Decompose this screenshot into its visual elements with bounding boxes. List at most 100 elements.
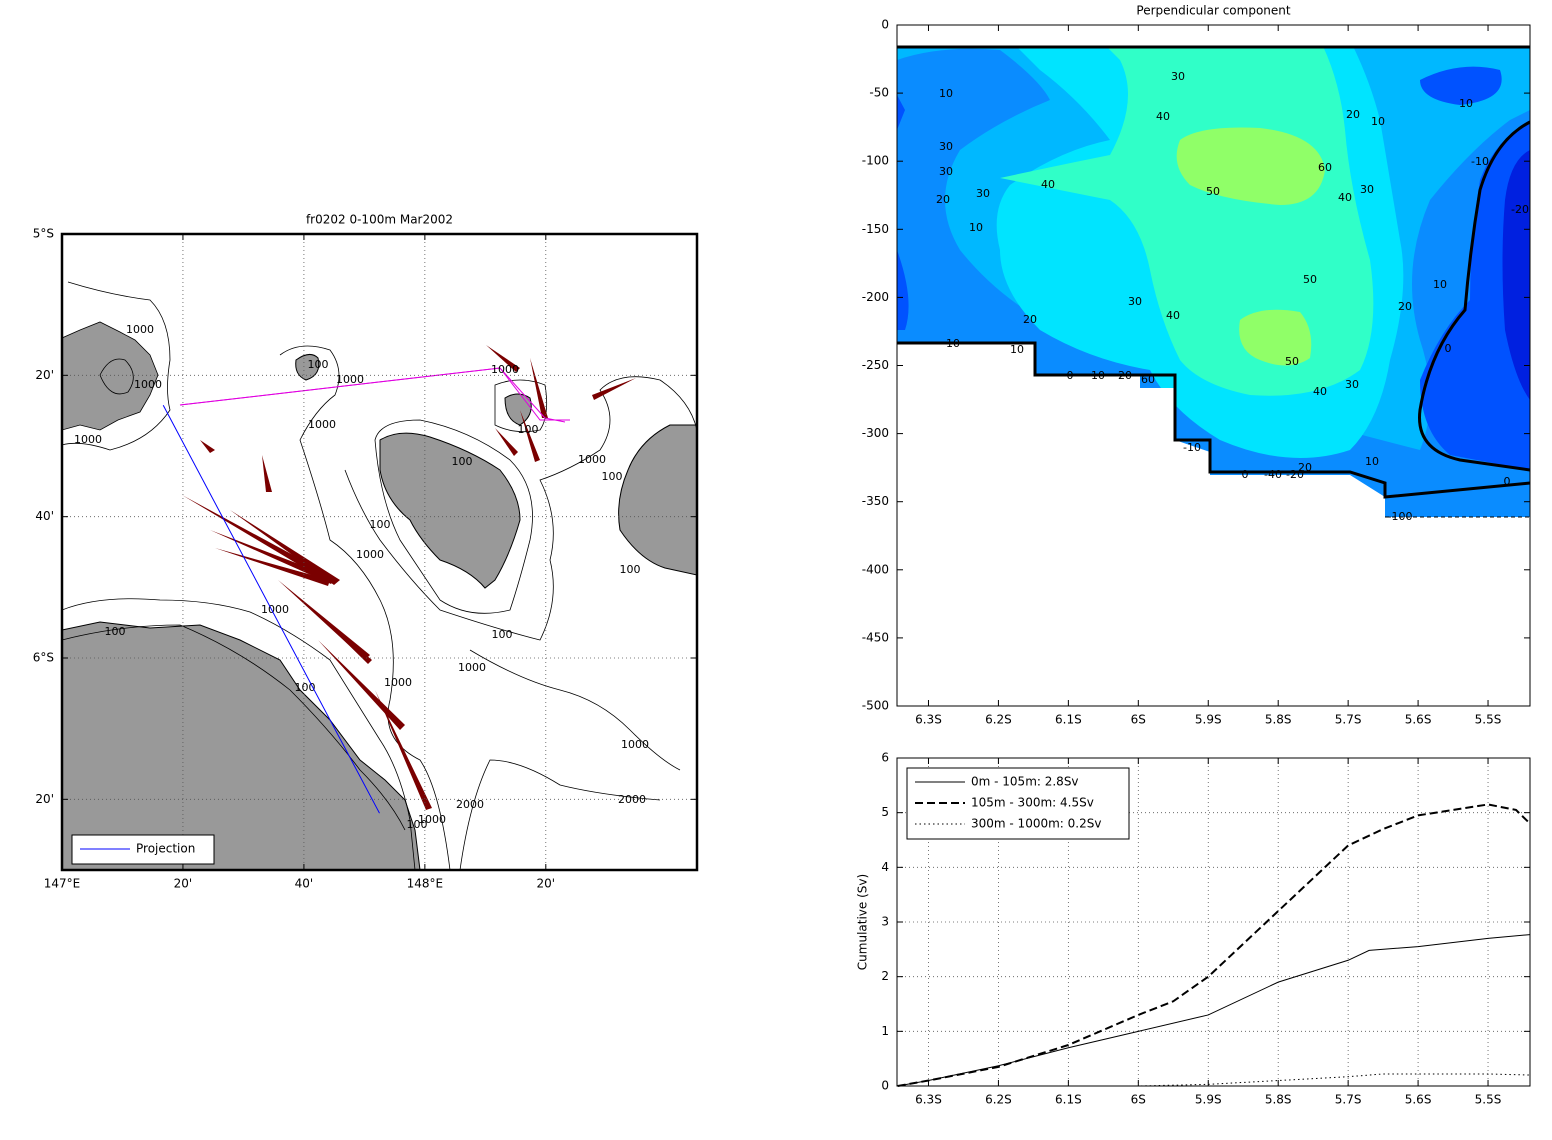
y-tick-label: 40' [35, 509, 54, 523]
contour-label: 1000 [491, 363, 519, 376]
section-boundary [897, 45, 1531, 499]
contour-label: 30 [939, 140, 953, 153]
y-tick-label: -350 [862, 494, 889, 508]
x-tick-label: 5.5S [1475, 1093, 1502, 1107]
contour-label: 20 [1023, 313, 1037, 326]
series-line [162, 405, 380, 814]
y-tick-label: 3 [881, 915, 889, 929]
x-tick-label: 5.8S [1265, 713, 1292, 727]
contour-label: 20 [936, 193, 950, 206]
series-line [897, 934, 1531, 1087]
contour-label: 1000 [418, 813, 446, 826]
y-tick-label: 5 [881, 805, 889, 819]
contour-label: 50 [1206, 185, 1220, 198]
contour-label: 30 [1345, 378, 1359, 391]
contour-label: -20 [1511, 203, 1529, 216]
x-tick-label: 6.2S [985, 1093, 1012, 1107]
contour-label: 1000 [384, 676, 412, 689]
contour-label: 100 [370, 518, 391, 531]
contour-label: -40 [1264, 468, 1282, 481]
contour-label: 10 [1365, 455, 1379, 468]
land [504, 393, 532, 426]
y-tick-label: 0 [881, 18, 889, 32]
contour-label: 1000 [261, 603, 289, 616]
contour-label: 10 [946, 337, 960, 350]
contour-label: 40 [1166, 309, 1180, 322]
y-tick-label: 0 [881, 1079, 889, 1093]
y-tick-label: -250 [862, 358, 889, 372]
y-tick-label: -300 [862, 426, 889, 440]
contour-label: 30 [939, 165, 953, 178]
contour-label: 10 [1010, 343, 1024, 356]
legend-label: 105m - 300m: 4.5Sv [971, 796, 1094, 810]
contour-label: 100 [452, 455, 473, 468]
x-tick-label: 5.7S [1335, 713, 1362, 727]
y-tick-label: -500 [862, 699, 889, 713]
contour-label: 30 [976, 187, 990, 200]
y-tick-label: 20' [35, 792, 54, 806]
y-tick-label: 1 [881, 1024, 889, 1038]
y-tick-label: 6°S [33, 651, 54, 665]
contour-label: 10 [1091, 369, 1105, 382]
contour-label: 20 [1346, 108, 1360, 121]
contour-label: 30 [1128, 295, 1142, 308]
contour-label: 10 [939, 87, 953, 100]
contour-label: 2000 [456, 798, 484, 811]
contour-label: 20 [1118, 369, 1132, 382]
land [618, 424, 697, 576]
contour-label: 20 [1298, 461, 1312, 474]
contour-label: 1000 [621, 738, 649, 751]
y-tick-label: 6 [881, 751, 889, 765]
y-tick-label: 2 [881, 969, 889, 983]
y-tick-label: -200 [862, 290, 889, 304]
series-line [897, 803, 1531, 1087]
contour-label: 40 [1338, 191, 1352, 204]
contour-label: 1000 [458, 661, 486, 674]
axes-frame [896, 757, 1531, 1087]
contour-label: 50 [1285, 355, 1299, 368]
contour-label: 60 [1318, 161, 1332, 174]
contour-label: 1000 [578, 453, 606, 466]
contour-label: 0 [1242, 468, 1249, 481]
contour-label: 0 [1445, 342, 1452, 355]
legend-label: 300m - 1000m: 0.2Sv [971, 817, 1101, 831]
contour-label: 1000 [308, 418, 336, 431]
x-tick-label: 6.1S [1055, 713, 1082, 727]
y-tick-label: 5°S [33, 227, 54, 241]
y-tick-label: -150 [862, 222, 889, 236]
land [295, 354, 320, 381]
x-tick-label: 5.8S [1265, 1093, 1292, 1107]
contour-label: 100 [492, 628, 513, 641]
x-tick-label: 5.5S [1475, 713, 1502, 727]
y-tick-label: 20' [35, 368, 54, 382]
y-tick-label: 4 [881, 860, 889, 874]
x-tick-label: 6.3S [915, 713, 942, 727]
x-tick-label: 6.1S [1055, 1093, 1082, 1107]
contour-label: 1000 [134, 378, 162, 391]
contour-label: 1000 [126, 323, 154, 336]
contour-label: 2000 [618, 793, 646, 806]
x-tick-label: 40' [295, 877, 314, 891]
chart-title: fr0202 0-100m Mar2002 [306, 213, 453, 227]
contour-label: 20 [1398, 300, 1412, 313]
contour-label: 100 [602, 470, 623, 483]
axes-frame [60, 232, 699, 872]
axes-frame [896, 24, 1531, 707]
x-tick-label: 147°E [44, 877, 81, 891]
land [62, 321, 159, 431]
x-tick-label: 5.6S [1405, 1093, 1432, 1107]
map-layers [62, 281, 697, 870]
contour-label: 1000 [336, 373, 364, 386]
contour-label: 60 [1141, 373, 1155, 386]
x-tick-label: 20' [174, 877, 193, 891]
x-tick-label: 6.3S [915, 1093, 942, 1107]
contour-label: 10 [1459, 97, 1473, 110]
contour-label: 10 [1371, 115, 1385, 128]
contour-label: 30 [1360, 183, 1374, 196]
contour-label: -100 [1388, 510, 1413, 523]
x-tick-label: 5.7S [1335, 1093, 1362, 1107]
contour-label: 0 [1504, 475, 1511, 488]
y-tick-label: -100 [862, 154, 889, 168]
contour-label: 100 [105, 625, 126, 638]
y-tick-label: -450 [862, 630, 889, 644]
